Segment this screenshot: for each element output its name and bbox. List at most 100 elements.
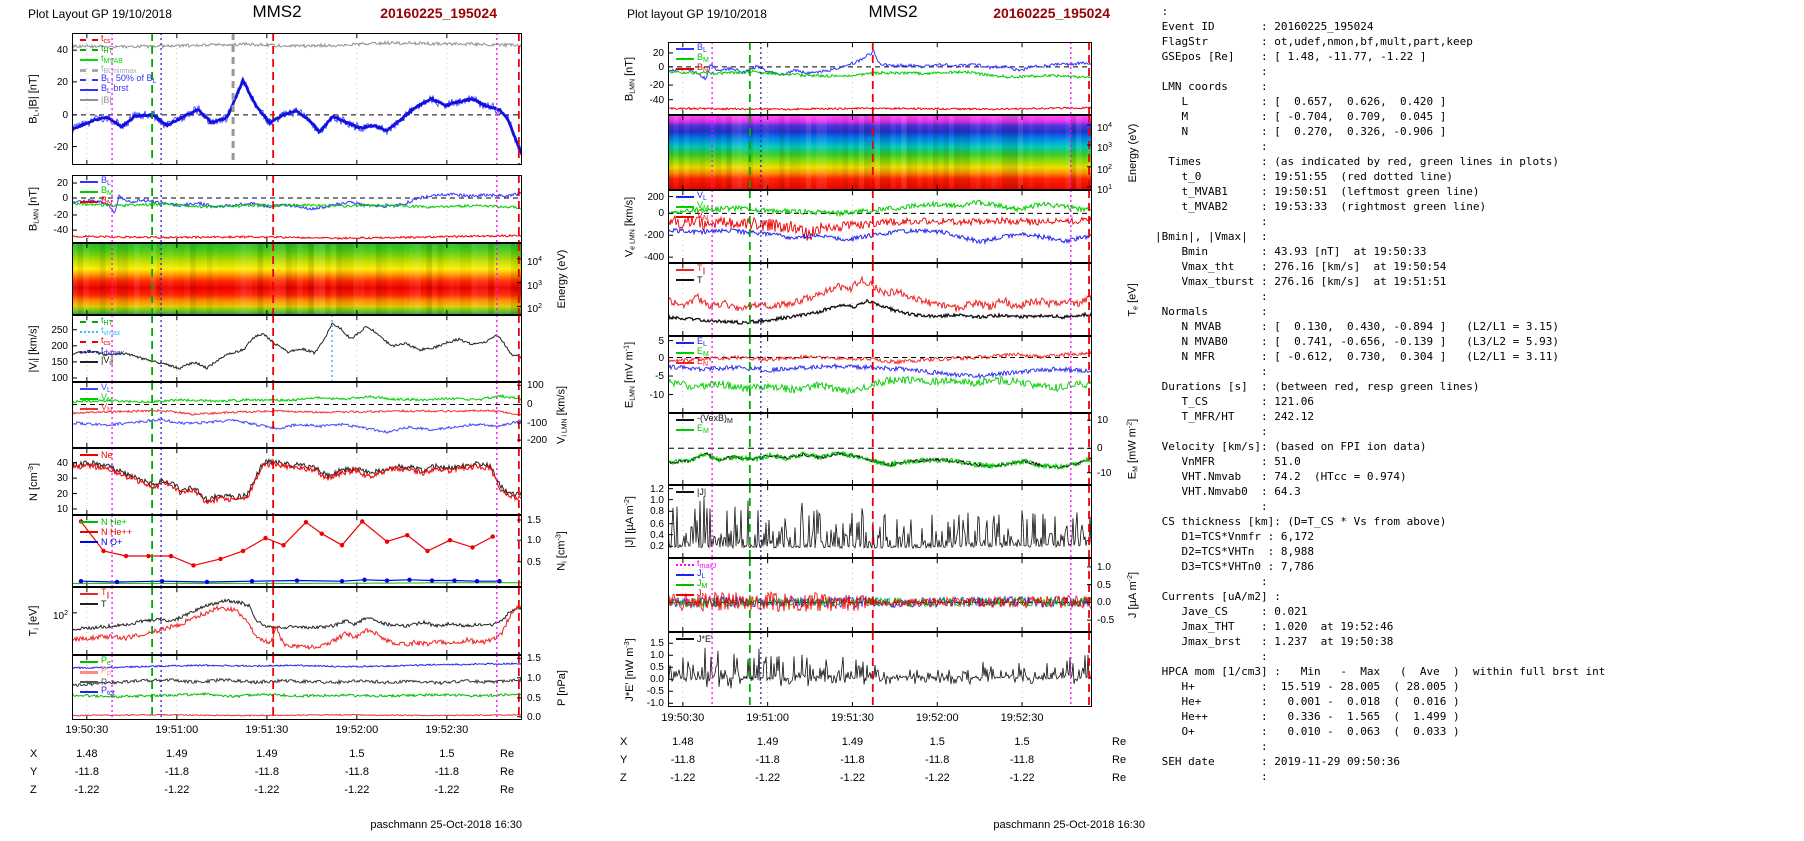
legend: |J| — [676, 487, 706, 497]
legend-item: BL, 50% of BL — [80, 74, 156, 85]
legend-label: VM — [101, 392, 113, 405]
legend-label: BL — [101, 175, 111, 188]
y-axis-label-left: BL,|B| [nT] — [27, 74, 41, 124]
legend: VL VM VN — [676, 190, 709, 222]
plot-canvas-vi-mag — [72, 315, 522, 382]
x-tick-label: 19:51:30 — [831, 712, 874, 724]
plot-layout-label: Plot Layout GP 19/10/2018 — [28, 7, 172, 21]
plot-credit: paschmann 25-Oct-2018 16:30 — [993, 819, 1145, 831]
legend: T∥ T — [676, 263, 706, 285]
y-tick-label: 0.2 — [650, 541, 664, 553]
legend-label: T∥ — [101, 587, 110, 600]
x-tick-label: 19:50:30 — [65, 724, 109, 736]
legend-swatch — [80, 99, 98, 101]
y-tick-label: 1.0 — [1097, 561, 1111, 573]
legend-swatch — [80, 89, 98, 91]
legend-item: BM — [80, 185, 113, 198]
y-tick-label: 0.5 — [650, 662, 664, 674]
legend: -(VexB)M EM — [676, 413, 733, 435]
legend-swatch — [80, 661, 98, 663]
y-tick-label: -40 — [53, 225, 68, 237]
x-tick-label: 19:50:30 — [661, 712, 705, 724]
legend-label: BN — [697, 62, 709, 75]
legend-label: BM — [101, 185, 113, 198]
legend-item: J*E' — [676, 634, 713, 644]
y-tick-label: 150 — [51, 356, 68, 368]
plot-canvas-j-magnitude — [668, 485, 1092, 558]
legend-swatch — [80, 454, 98, 456]
legend-label: tmaxJ — [697, 558, 717, 571]
y-tick-label: 20 — [56, 76, 68, 88]
coord-value: -11.8 — [670, 754, 695, 766]
legend-label: EN — [697, 356, 709, 369]
y-axis-label-right: Vi LMN [km/s] — [555, 385, 569, 445]
legend-item: EM — [676, 424, 733, 435]
y-axis-label-left: BLMN [nT] — [27, 186, 41, 232]
x-tick-label: 19:51:00 — [746, 712, 790, 724]
legend-swatch — [80, 531, 98, 533]
plot-layout-label: Plot layout GP 19/10/2018 — [627, 7, 767, 21]
plot-canvas-ion-temperature — [72, 587, 522, 655]
y-axis-label-right: Te [eV] — [1126, 282, 1140, 317]
legend-item: BL — [80, 175, 113, 188]
legend-item: BN — [676, 62, 709, 75]
y-tick-label: 1.5 — [527, 515, 541, 527]
legend-swatch — [676, 269, 694, 271]
legend-swatch — [676, 279, 694, 281]
legend-label: VL — [697, 190, 707, 203]
coord-unit: Re — [500, 748, 515, 760]
y-tick-label: 0.6 — [650, 518, 664, 530]
legend-swatch — [676, 419, 694, 421]
coord-value: -1.22 — [434, 784, 460, 796]
legend-item: Pp — [80, 665, 115, 678]
legend-swatch — [676, 638, 694, 640]
y-axis-label-left: |Vi| [km/s] — [27, 324, 41, 373]
legend-swatch — [676, 196, 694, 198]
legend: Ne — [80, 450, 113, 460]
coord-value: -1.22 — [254, 784, 280, 796]
legend-item: |B| — [80, 95, 156, 105]
legend-label: Pe — [101, 655, 111, 668]
legend-label: T∥ — [697, 263, 706, 276]
legend-item: BL brst — [80, 84, 156, 95]
legend-swatch — [676, 429, 694, 431]
legend-item: tvmax — [80, 326, 124, 337]
legend-item: VL — [80, 383, 113, 394]
y-axis-label-left: BLMN [nT] — [623, 56, 637, 101]
coord-value: -11.8 — [164, 766, 189, 778]
legend-label: Pp — [101, 665, 111, 678]
y-axis-label-right: J [µA m-2] — [1127, 571, 1139, 619]
coord-value: 1.49 — [166, 748, 188, 760]
y-tick-label: 104 — [1097, 121, 1113, 134]
x-tick-label: 19:51:30 — [245, 724, 289, 736]
y-tick-label: -20 — [53, 209, 68, 221]
plot-canvas-pressure — [72, 655, 522, 720]
coord-value: -11.8 — [1009, 754, 1035, 766]
coord-value: -11.8 — [344, 766, 369, 778]
legend-item: T∥ — [676, 263, 706, 276]
legend: Pe Pp P Ptot — [80, 655, 115, 697]
plot-canvas-bl-bmag — [72, 33, 522, 165]
plot-canvas-j-lmn — [668, 558, 1092, 632]
legend-item: N O+ — [80, 537, 132, 547]
legend-label: -(VexB)M — [697, 413, 733, 426]
coord-value: -11.8 — [254, 766, 279, 778]
legend-swatch — [80, 39, 98, 41]
coord-row-label: Y — [620, 754, 628, 766]
legend-item: VM — [676, 201, 709, 212]
y-tick-label: -10 — [649, 389, 664, 401]
y-tick-label: 1.2 — [650, 483, 664, 495]
y-tick-label: 40 — [56, 457, 68, 469]
y-tick-label: 20 — [56, 488, 68, 500]
x-tick-label: 19:52:00 — [915, 712, 959, 724]
coord-value: -11.8 — [74, 766, 99, 778]
legend: J*E' — [676, 634, 713, 644]
coord-row-label: Y — [30, 766, 38, 778]
legend-item: EM — [676, 347, 709, 358]
y-tick-label: -200 — [527, 435, 548, 447]
legend-swatch — [80, 49, 98, 51]
plot-canvas-minor-ions — [72, 515, 522, 587]
legend-item: BM — [676, 53, 709, 64]
legend-item: tHT — [80, 316, 124, 327]
